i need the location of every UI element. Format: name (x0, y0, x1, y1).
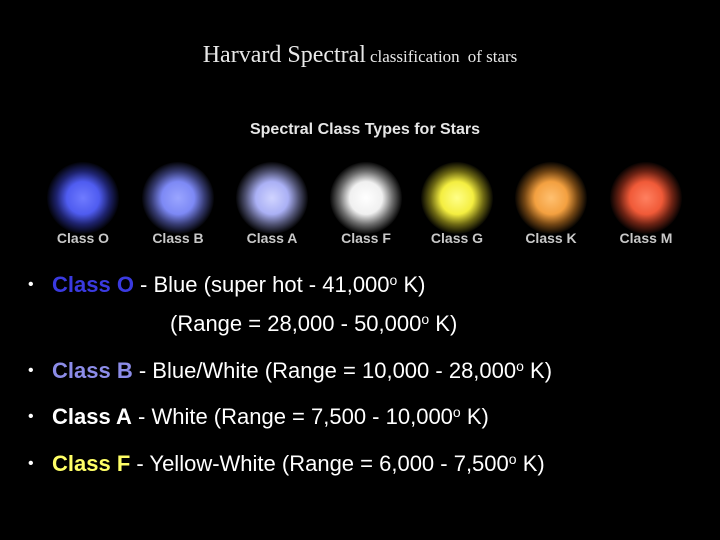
star: Class K (509, 160, 593, 246)
title-rest: classification (369, 47, 460, 66)
star: Class F (324, 160, 408, 246)
bullet-text: - Yellow-White (Range = 6,000 - 7,500 (130, 451, 509, 476)
bullet-text: - Blue/White (Range = 10,000 - 28,000 (132, 358, 517, 383)
star-label: Class B (152, 230, 204, 246)
star: Class B (136, 160, 220, 246)
star: Class O (41, 160, 125, 246)
title-main: Harvard Spectral (202, 42, 366, 68)
bullet-end: K) (429, 311, 458, 336)
star-label: Class A (246, 230, 298, 246)
bullet: • Class B - Blue/White (Range = 10,000 - … (28, 358, 553, 383)
degree: o (452, 404, 461, 420)
bullet-end: K) (516, 451, 545, 476)
bullet-text: - White (Range = 7,500 - 10,000 (131, 404, 453, 429)
star-label: Class F (341, 230, 391, 246)
degree: o (421, 311, 430, 327)
degree: o (389, 272, 398, 288)
star-label: Class G (430, 230, 484, 246)
star: Class M (604, 160, 688, 246)
degree: o (508, 451, 517, 467)
class-label: Class B (52, 358, 133, 383)
star: Class G (415, 160, 499, 246)
class-label: Class O (52, 272, 134, 297)
star: Class A (230, 160, 314, 246)
class-label: Class F (52, 451, 131, 476)
bullet-text: (Range = 28,000 - 50,000 (170, 311, 422, 336)
spectral-figure: Spectral Class Types for Stars Class O C… (30, 112, 700, 257)
bullet-end: K) (460, 404, 489, 429)
star-label: Class O (56, 230, 110, 246)
star-label: Class K (525, 230, 577, 246)
star-label: Class M (619, 230, 673, 246)
bullet: • Class O - Blue (super hot - 41,000o K) (28, 272, 426, 297)
title-end: of stars (467, 47, 518, 66)
bullet-end: K) (523, 358, 553, 383)
figure-title: Spectral Class Types for Stars (249, 121, 481, 138)
degree: o (516, 358, 524, 374)
bullet-text: - Blue (super hot - 41,000 (133, 272, 390, 297)
class-label: Class A (52, 404, 132, 429)
bullet: • Class F - Yellow-White (Range = 6,000 -… (28, 451, 545, 476)
bullet: • Class A - White (Range = 7,500 - 10,000… (28, 404, 489, 429)
slide-title: Harvard Spectral classification of stars (0, 42, 720, 69)
bullet-end: K) (397, 272, 426, 297)
bullet-line: (Range = 28,000 - 50,000o K) (170, 311, 457, 337)
